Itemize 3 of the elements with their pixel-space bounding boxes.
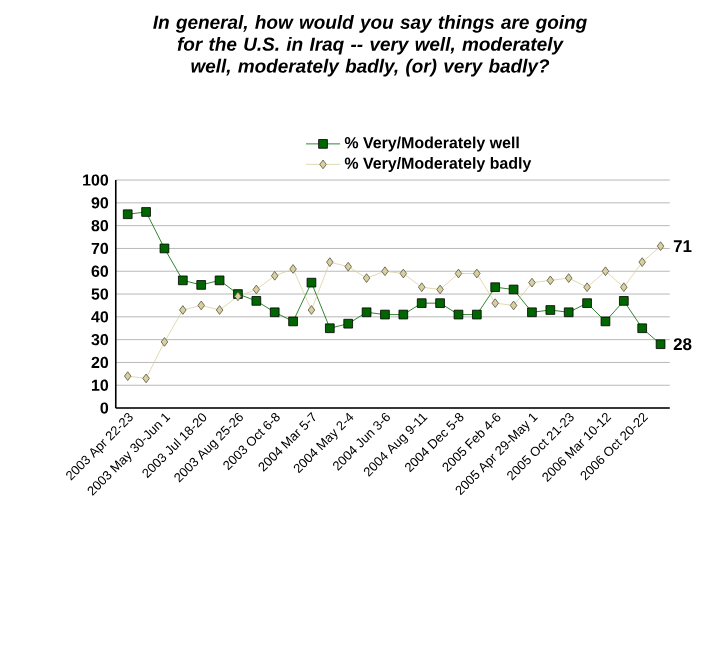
text: 28 xyxy=(673,338,692,351)
chart-title: In general, how would you say things are going for the U.S. in Iraq -- very well, moderately well, moderately badly, (or) very badly? xyxy=(153,15,587,77)
text: 71 xyxy=(673,240,692,252)
